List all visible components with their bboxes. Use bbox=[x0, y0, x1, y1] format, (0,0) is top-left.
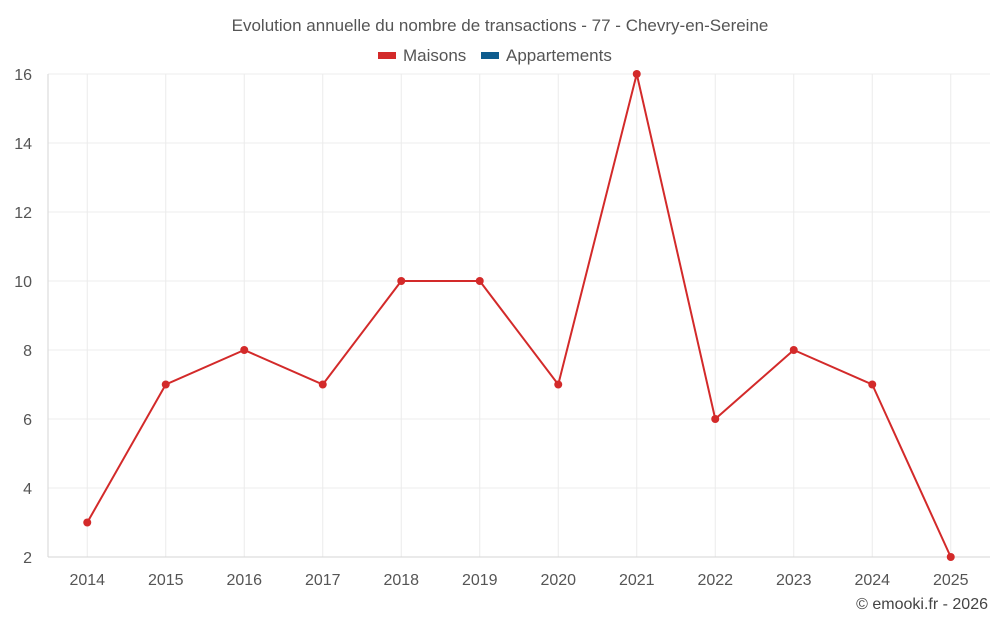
data-point[interactable] bbox=[397, 277, 406, 285]
legend-item-maisons[interactable]: Maisons bbox=[378, 46, 466, 65]
grid bbox=[47, 73, 990, 558]
data-point[interactable] bbox=[711, 415, 720, 423]
y-tick-label: 6 bbox=[23, 412, 32, 429]
data-point[interactable] bbox=[789, 346, 798, 354]
legend-item-appartements[interactable]: Appartements bbox=[481, 46, 612, 65]
x-axis-ticks: 2014 2015 2016 2017 2018 2019 2020 2021 2022 2023… bbox=[69, 572, 968, 589]
data-point[interactable] bbox=[475, 277, 484, 285]
data-point[interactable] bbox=[161, 380, 170, 389]
data-point[interactable] bbox=[318, 380, 327, 389]
data-point[interactable] bbox=[632, 70, 641, 78]
legend-label-maisons: Maisons bbox=[403, 46, 466, 65]
y-tick-label: 16 bbox=[14, 67, 32, 84]
legend-swatch-maisons bbox=[378, 52, 396, 59]
y-tick-label: 2 bbox=[23, 550, 32, 567]
legend-swatch-appartements bbox=[481, 52, 499, 59]
data-point[interactable] bbox=[868, 380, 877, 389]
x-tick-label: 2020 bbox=[540, 572, 576, 589]
y-tick-label: 8 bbox=[23, 343, 32, 360]
x-tick-label: 2019 bbox=[462, 572, 498, 589]
legend: Maisons Appartements bbox=[378, 46, 612, 65]
chart-title: Evolution annuelle du nombre de transact… bbox=[232, 16, 769, 35]
x-tick-label: 2016 bbox=[226, 572, 262, 589]
y-tick-label: 12 bbox=[14, 205, 32, 222]
data-point[interactable] bbox=[946, 553, 955, 561]
x-tick-label: 2018 bbox=[383, 572, 419, 589]
x-tick-label: 2024 bbox=[854, 572, 890, 589]
x-tick-label: 2014 bbox=[69, 572, 105, 589]
x-tick-label: 2025 bbox=[933, 572, 969, 589]
y-tick-label: 4 bbox=[23, 481, 32, 498]
x-tick-label: 2022 bbox=[697, 572, 733, 589]
x-tick-label: 2023 bbox=[776, 572, 812, 589]
data-point[interactable] bbox=[240, 346, 249, 354]
data-point[interactable] bbox=[83, 518, 92, 527]
y-axis-ticks: 2 4 6 8 10 12 14 16 bbox=[14, 67, 32, 567]
y-tick-label: 14 bbox=[14, 136, 32, 153]
credit-text: © emooki.fr - 2026 bbox=[856, 596, 988, 613]
data-point[interactable] bbox=[554, 380, 563, 389]
series-maisons bbox=[83, 70, 955, 561]
x-tick-label: 2017 bbox=[305, 572, 341, 589]
series-line-maisons bbox=[86, 73, 952, 558]
legend-label-appartements: Appartements bbox=[506, 46, 612, 65]
x-tick-label: 2015 bbox=[148, 572, 184, 589]
y-tick-label: 10 bbox=[14, 274, 32, 291]
x-tick-label: 2021 bbox=[619, 572, 655, 589]
